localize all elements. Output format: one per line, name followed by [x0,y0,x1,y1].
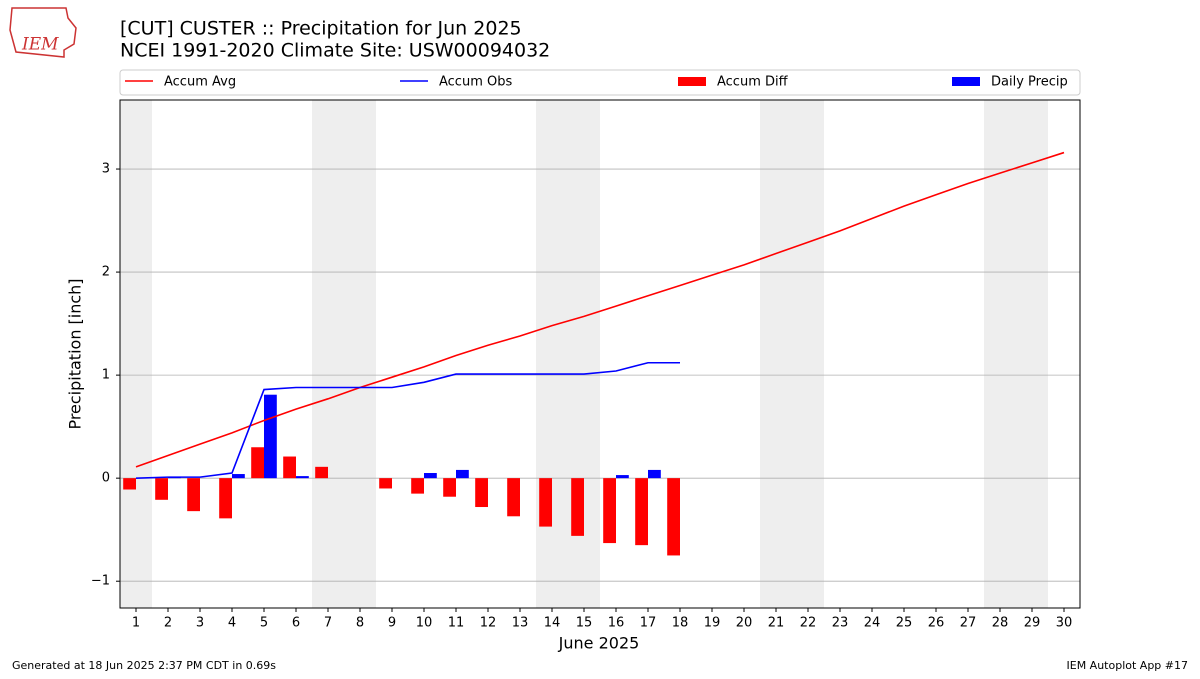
shaded-span [120,100,152,608]
footer-left: Generated at 18 Jun 2025 2:37 PM CDT in … [12,659,276,672]
bar [379,478,392,489]
logo: IEM [9,7,77,58]
x-tick-label: 14 [544,616,561,631]
x-tick-label: 20 [736,616,753,631]
bar [264,394,277,479]
y-tick-label: 1 [102,368,110,383]
bar [443,478,456,497]
x-tick-label: 3 [196,616,204,631]
x-tick-label: 19 [704,616,721,631]
legend-label: Accum Diff [717,75,789,90]
x-tick-label: 8 [356,616,364,631]
bar [475,478,488,508]
footer-right: IEM Autoplot App #17 [1067,659,1189,672]
x-tick-label: 16 [608,616,625,631]
x-tick-label: 22 [800,616,817,631]
bar [219,478,232,519]
y-tick-label: 0 [102,471,110,486]
shaded-span [312,100,376,608]
bar [456,469,469,479]
x-tick-label: 13 [512,616,529,631]
legend [119,69,1081,96]
bar [603,478,616,544]
x-tick-label: 2 [164,616,172,631]
bar [232,474,245,479]
bar [251,447,264,479]
x-tick-label: 26 [928,616,945,631]
legend-swatch [952,77,980,86]
legend-label: Accum Obs [439,75,512,90]
x-tick-label: 10 [416,616,433,631]
bar [507,478,520,517]
x-tick-label: 17 [640,616,657,631]
y-tick-label: 3 [102,162,110,177]
bar [539,478,552,527]
x-axis-label: June 2025 [558,634,640,653]
x-tick-label: 18 [672,616,689,631]
shaded-span [984,100,1048,608]
bar [635,478,648,546]
x-tick-label: 27 [960,616,977,631]
legend-label: Accum Avg [164,75,236,90]
x-tick-label: 29 [1024,616,1041,631]
x-tick-label: 4 [228,616,236,631]
shaded-span [536,100,600,608]
x-tick-label: 25 [896,616,913,631]
x-tick-label: 12 [480,616,497,631]
x-tick-label: 30 [1056,616,1073,631]
y-axis-label: Precipitation [inch] [66,278,85,429]
y-tick-label: −1 [91,574,110,589]
bar [411,478,424,494]
x-tick-label: 1 [132,616,140,631]
x-tick-label: 15 [576,616,593,631]
legend-label: Daily Precip [991,75,1068,90]
chart-subtitle: NCEI 1991-2020 Climate Site: USW00094032 [120,40,550,62]
bar [123,478,136,490]
bar [424,473,437,479]
x-tick-label: 5 [260,616,268,631]
x-tick-label: 23 [832,616,849,631]
bar [296,476,309,479]
legend-swatch [678,77,706,86]
x-tick-label: 7 [324,616,332,631]
x-tick-label: 21 [768,616,785,631]
bar [187,478,200,512]
bar [648,469,661,479]
bar [155,478,168,500]
bar [571,478,584,536]
bar [667,478,680,556]
shaded-span [760,100,824,608]
x-tick-label: 6 [292,616,300,631]
x-tick-label: 28 [992,616,1009,631]
plot-frame [119,99,1081,609]
bar [283,456,296,479]
line [135,361,680,479]
bar [616,475,629,479]
x-tick-label: 24 [864,616,881,631]
line [135,151,1065,468]
logo-text: IEM [21,35,59,55]
y-tick-label: 2 [102,265,110,280]
bar [315,466,328,479]
x-tick-label: 11 [448,616,465,631]
x-tick-label: 9 [388,616,396,631]
chart-title: [CUT] CUSTER :: Precipitation for Jun 20… [120,18,522,40]
